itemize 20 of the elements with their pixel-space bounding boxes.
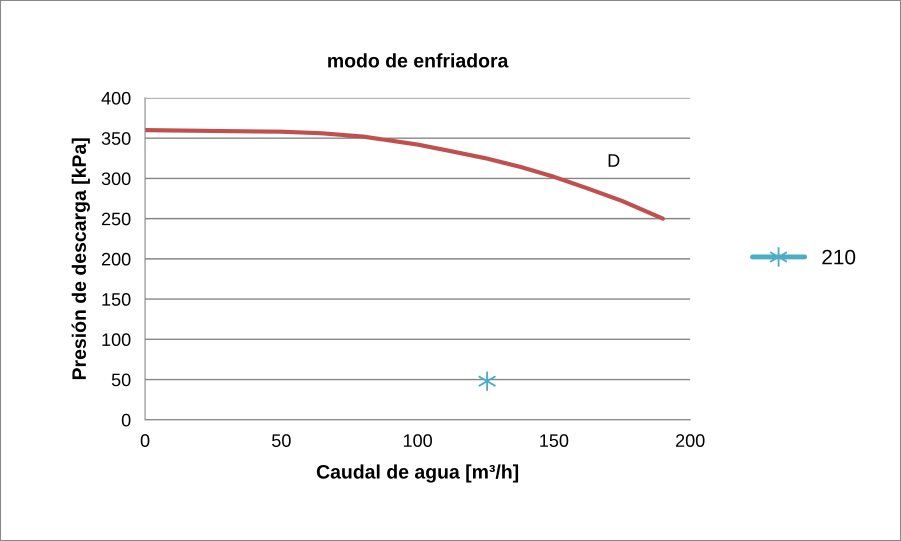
x-tick-label: 0	[140, 434, 150, 447]
chart-title: modo de enfriadora	[328, 53, 508, 68]
y-tick-label: 300	[102, 172, 130, 186]
y-tick-label: 50	[112, 374, 130, 386]
y-axis-title: Presión de descarga [kPa]	[72, 138, 90, 380]
y-tick-label: 250	[102, 212, 130, 226]
y-tick-label: 400	[101, 92, 130, 105]
x-axis-title: Caudal de agua [m³/h]	[316, 464, 518, 483]
line-series	[145, 128, 665, 221]
legend-label: 210	[822, 250, 856, 264]
y-tick-label: 100	[102, 333, 130, 346]
x-tick-label: 100	[404, 434, 432, 447]
y-tick-label: 150	[102, 293, 130, 306]
y-tick-label: 0	[122, 414, 130, 427]
y-tick-label: 200	[102, 252, 130, 266]
series-label: D	[608, 154, 620, 167]
y-tick-label: 350	[102, 132, 130, 145]
x-tick-label: 200	[676, 434, 705, 447]
x-tick-label: 150	[540, 434, 568, 447]
x-tick-label: 50	[272, 434, 291, 447]
